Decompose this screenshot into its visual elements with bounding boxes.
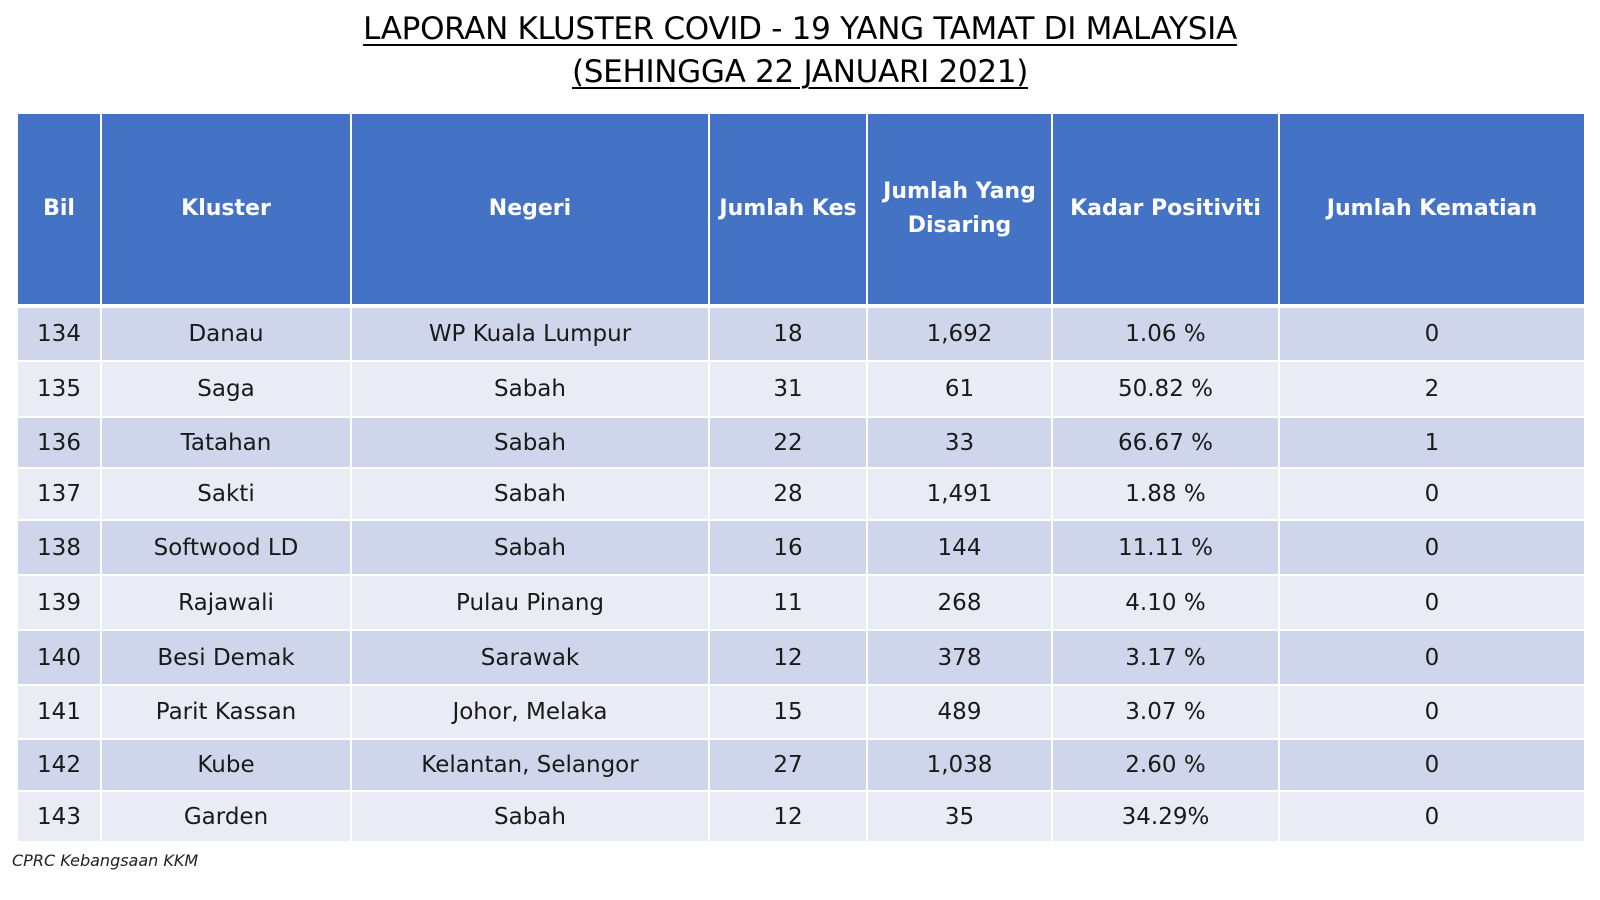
table-row: 135 Saga Sabah 31 61 50.82 % 2	[16, 360, 1586, 418]
cell-jumlah-disaring: 61	[866, 360, 1053, 418]
cell-kluster: Saga	[100, 360, 352, 418]
title-text-2: (SEHINGGA 22 JANUARI 2021)	[571, 54, 1029, 90]
cell-jumlah-kes: 11	[708, 574, 868, 631]
cell-bil: 143	[16, 790, 102, 843]
cell-kluster: Danau	[100, 304, 352, 362]
cell-jumlah-disaring: 1,491	[866, 467, 1053, 521]
cell-jumlah-kematian: 0	[1278, 304, 1586, 362]
cell-jumlah-disaring: 489	[866, 684, 1053, 740]
cell-kadar-positiviti: 66.67 %	[1051, 416, 1280, 469]
cell-kadar-positiviti: 4.10 %	[1051, 574, 1280, 631]
cell-kadar-positiviti: 34.29%	[1051, 790, 1280, 843]
column-header-jumlah-disaring: Jumlah Yang Disaring	[866, 112, 1053, 307]
cell-jumlah-kematian: 0	[1278, 519, 1586, 576]
source-note: CPRC Kebangsaan KKM	[12, 851, 199, 870]
cell-jumlah-kematian: 0	[1278, 738, 1586, 792]
cell-negeri: Kelantan, Selangor	[350, 738, 710, 792]
cell-jumlah-disaring: 268	[866, 574, 1053, 631]
table-row: 134 Danau WP Kuala Lumpur 18 1,692 1.06 …	[16, 304, 1586, 362]
column-header-bil: Bil	[16, 112, 102, 307]
table-row: 143 Garden Sabah 12 35 34.29% 0	[16, 790, 1586, 843]
cell-kluster: Rajawali	[100, 574, 352, 631]
cell-kluster: Softwood LD	[100, 519, 352, 576]
cell-kadar-positiviti: 50.82 %	[1051, 360, 1280, 418]
table-row: 141 Parit Kassan Johor, Melaka 15 489 3.…	[16, 684, 1586, 740]
cell-kluster: Besi Demak	[100, 629, 352, 686]
cell-kluster: Sakti	[100, 467, 352, 521]
table-row: 137 Sakti Sabah 28 1,491 1.88 % 0	[16, 467, 1586, 521]
cell-negeri: WP Kuala Lumpur	[350, 304, 710, 362]
table-row: 136 Tatahan Sabah 22 33 66.67 % 1	[16, 416, 1586, 469]
cell-jumlah-kes: 12	[708, 629, 868, 686]
cell-negeri: Sabah	[350, 519, 710, 576]
cell-negeri: Sabah	[350, 416, 710, 469]
cell-negeri: Sabah	[350, 360, 710, 418]
cell-kadar-positiviti: 3.07 %	[1051, 684, 1280, 740]
cell-negeri: Sabah	[350, 467, 710, 521]
cell-jumlah-kes: 28	[708, 467, 868, 521]
cluster-table-container: Bil Kluster Negeri Jumlah Kes Jumlah Yan…	[16, 112, 1586, 843]
cell-jumlah-kes: 15	[708, 684, 868, 740]
cell-jumlah-disaring: 1,692	[866, 304, 1053, 362]
cell-bil: 142	[16, 738, 102, 792]
cell-bil: 136	[16, 416, 102, 469]
cell-negeri: Johor, Melaka	[350, 684, 710, 740]
cell-jumlah-disaring: 35	[866, 790, 1053, 843]
cell-jumlah-kes: 18	[708, 304, 868, 362]
table-row: 138 Softwood LD Sabah 16 144 11.11 % 0	[16, 519, 1586, 576]
cell-kadar-positiviti: 1.88 %	[1051, 467, 1280, 521]
cell-jumlah-kematian: 0	[1278, 574, 1586, 631]
cell-jumlah-kes: 22	[708, 416, 868, 469]
table-header-row: Bil Kluster Negeri Jumlah Kes Jumlah Yan…	[16, 112, 1586, 307]
cell-jumlah-kes: 12	[708, 790, 868, 843]
cell-jumlah-disaring: 144	[866, 519, 1053, 576]
cell-jumlah-kematian: 0	[1278, 629, 1586, 686]
cell-jumlah-disaring: 33	[866, 416, 1053, 469]
cell-bil: 139	[16, 574, 102, 631]
column-header-kadar-positiviti: Kadar Positiviti	[1051, 112, 1280, 307]
cell-jumlah-kematian: 2	[1278, 360, 1586, 418]
cell-kadar-positiviti: 2.60 %	[1051, 738, 1280, 792]
page-title: LAPORAN KLUSTER COVID - 19 YANG TAMAT DI…	[0, 8, 1600, 94]
cell-jumlah-kes: 16	[708, 519, 868, 576]
cell-negeri: Pulau Pinang	[350, 574, 710, 631]
cell-bil: 141	[16, 684, 102, 740]
cell-kluster: Kube	[100, 738, 352, 792]
column-header-negeri: Negeri	[350, 112, 710, 307]
title-text-1: LAPORAN KLUSTER COVID - 19 YANG TAMAT DI…	[363, 11, 1237, 47]
cell-jumlah-kematian: 0	[1278, 684, 1586, 740]
column-header-jumlah-kematian: Jumlah Kematian	[1278, 112, 1586, 307]
cell-kadar-positiviti: 1.06 %	[1051, 304, 1280, 362]
title-line-1: LAPORAN KLUSTER COVID - 19 YANG TAMAT DI…	[0, 8, 1600, 51]
column-header-kluster: Kluster	[100, 112, 352, 307]
cell-kluster: Parit Kassan	[100, 684, 352, 740]
title-line-2: (SEHINGGA 22 JANUARI 2021)	[0, 51, 1600, 94]
cell-kluster: Tatahan	[100, 416, 352, 469]
cell-bil: 135	[16, 360, 102, 418]
cell-negeri: Sarawak	[350, 629, 710, 686]
table-row: 142 Kube Kelantan, Selangor 27 1,038 2.6…	[16, 738, 1586, 792]
cell-negeri: Sabah	[350, 790, 710, 843]
cell-jumlah-kematian: 1	[1278, 416, 1586, 469]
cell-jumlah-disaring: 1,038	[866, 738, 1053, 792]
cluster-table: Bil Kluster Negeri Jumlah Kes Jumlah Yan…	[16, 112, 1586, 843]
column-header-jumlah-kes: Jumlah Kes	[708, 112, 868, 307]
cell-jumlah-kes: 27	[708, 738, 868, 792]
cell-jumlah-kes: 31	[708, 360, 868, 418]
cell-bil: 134	[16, 304, 102, 362]
cell-bil: 140	[16, 629, 102, 686]
cell-bil: 137	[16, 467, 102, 521]
cell-bil: 138	[16, 519, 102, 576]
table-row: 140 Besi Demak Sarawak 12 378 3.17 % 0	[16, 629, 1586, 686]
cell-jumlah-kematian: 0	[1278, 467, 1586, 521]
cell-kadar-positiviti: 3.17 %	[1051, 629, 1280, 686]
cell-kadar-positiviti: 11.11 %	[1051, 519, 1280, 576]
table-row: 139 Rajawali Pulau Pinang 11 268 4.10 % …	[16, 574, 1586, 631]
cell-jumlah-disaring: 378	[866, 629, 1053, 686]
cell-jumlah-kematian: 0	[1278, 790, 1586, 843]
cell-kluster: Garden	[100, 790, 352, 843]
